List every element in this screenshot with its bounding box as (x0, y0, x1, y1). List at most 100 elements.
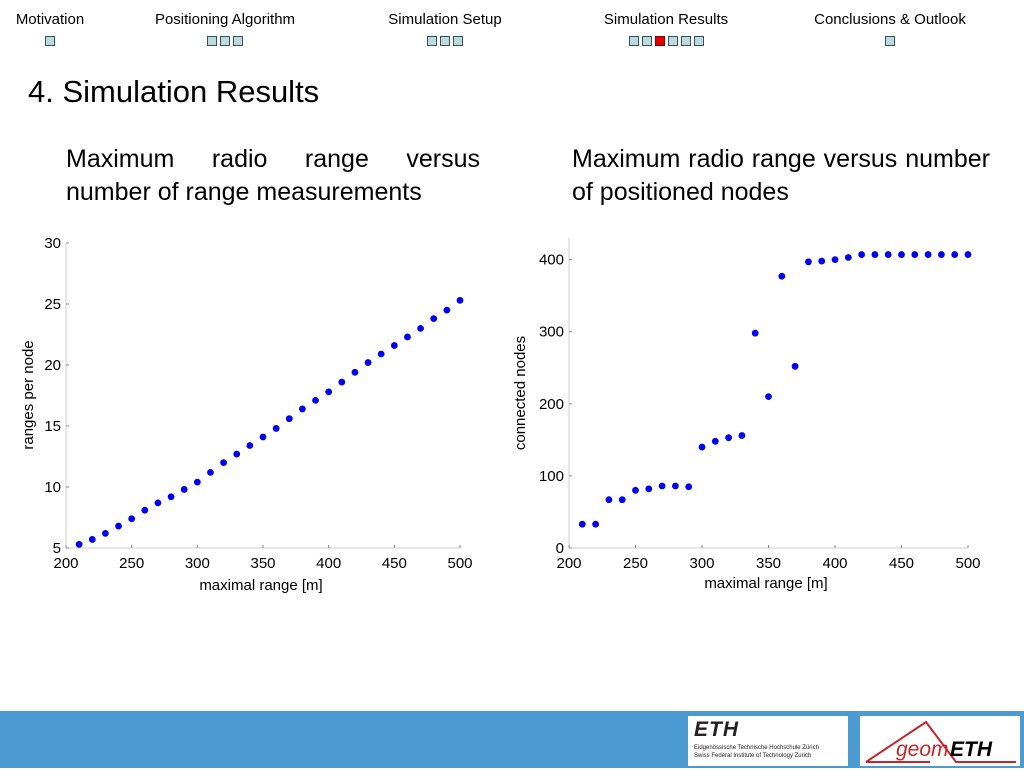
eth-logo-wordmark: ETH (694, 718, 739, 741)
x-tick-label: 300 (185, 555, 210, 572)
data-point (831, 256, 839, 264)
data-point (818, 257, 826, 265)
data-point (578, 520, 586, 528)
data-point (711, 437, 719, 445)
data-point (605, 496, 613, 504)
y-tick-label: 0 (556, 540, 564, 557)
nav-section-conclusions-outlook[interactable]: Conclusions & Outlook (798, 11, 982, 46)
nav-label[interactable]: Simulation Results (603, 11, 729, 28)
data-point (884, 251, 892, 258)
y-tick-label: 5 (53, 540, 61, 557)
y-tick-label: 300 (539, 324, 564, 341)
geometh-logo-graphic: geom ETH (865, 720, 1016, 763)
x-tick-label: 500 (955, 555, 980, 572)
data-point (456, 296, 464, 304)
x-tick-label: 350 (756, 555, 781, 572)
x-axis-label: maximal range [m] (704, 575, 827, 592)
nav-dots (372, 36, 518, 46)
nav-section-simulation-results[interactable]: Simulation Results (588, 11, 744, 46)
y-axis-label: connected nodes (512, 336, 529, 450)
data-point (791, 362, 799, 370)
nav-dot[interactable] (220, 36, 230, 46)
nav-label[interactable]: Conclusions & Outlook (814, 11, 966, 28)
data-point (765, 393, 772, 401)
nav-dot[interactable] (885, 36, 895, 46)
data-point (778, 272, 786, 280)
data-point (938, 251, 945, 258)
y-tick-label: 20 (44, 357, 61, 374)
right-chart-caption: Maximum radio range versus number of pos… (572, 145, 990, 206)
data-point (338, 378, 346, 386)
data-point (632, 486, 639, 494)
nav-section-positioning-algorithm[interactable]: Positioning Algorithm (140, 11, 310, 46)
data-point (207, 468, 214, 476)
data-point (805, 258, 812, 266)
nav-section-motivation[interactable]: Motivation (4, 11, 96, 46)
data-point (725, 434, 732, 442)
data-point (180, 486, 188, 493)
connected-nodes-chart: connected nodes maximal range [m] 200 250… (512, 238, 981, 592)
data-point (299, 405, 306, 413)
nav-dot[interactable] (641, 36, 652, 46)
data-point (898, 251, 905, 258)
data-point (738, 432, 746, 439)
data-point (246, 442, 254, 449)
nav-dot[interactable] (453, 36, 463, 46)
data-point (924, 251, 932, 258)
nav-dot[interactable] (693, 36, 704, 46)
x-tick-label: 350 (250, 555, 275, 572)
data-point (75, 540, 83, 548)
y-axis-label: ranges per node (20, 340, 37, 449)
data-point (154, 499, 162, 507)
data-point (592, 520, 599, 528)
nav-dot[interactable] (207, 36, 217, 46)
nav-dot[interactable] (680, 36, 691, 46)
data-point (430, 315, 438, 323)
nav-dot[interactable] (427, 36, 437, 46)
data-point (911, 251, 919, 258)
nav-dot[interactable] (628, 36, 639, 46)
nav-dot[interactable] (233, 36, 243, 46)
data-point (102, 529, 109, 537)
data-point (390, 342, 398, 349)
x-tick-label: 400 (822, 555, 847, 572)
data-point (128, 515, 136, 523)
x-tick-label: 200 (556, 555, 581, 572)
data-point (312, 396, 319, 404)
data-point (751, 329, 759, 337)
geometh-logo-geom: geom (896, 738, 949, 761)
nav-label[interactable]: Motivation (15, 11, 85, 28)
nav-dot-current[interactable] (654, 36, 665, 46)
eth-subtitle-line-1: Eidgenössische Technische Hochschule Zür… (694, 745, 819, 751)
nav-dots (140, 36, 310, 46)
eth-subtitle-line-2: Swiss Federal Institute of Technology Zu… (694, 753, 812, 759)
nav-dot[interactable] (45, 36, 55, 46)
data-point (193, 478, 201, 486)
geometh-logo: geom ETH (860, 716, 1020, 766)
data-point (964, 251, 972, 258)
nav-dots (798, 36, 982, 46)
y-tick-label: 100 (539, 468, 564, 485)
ranges-per-node-chart: ranges per node maximal range [m] 200 250… (20, 235, 473, 594)
y-tick-label: 400 (539, 252, 564, 269)
x-tick-label: 250 (623, 555, 648, 572)
data-point (443, 306, 451, 314)
data-point (325, 388, 333, 396)
data-point (685, 483, 693, 491)
data-point (698, 443, 706, 451)
nav-label[interactable]: Positioning Algorithm (154, 11, 296, 28)
section-navigation: Motivation Positioning Algorithm Simulat… (0, 0, 1024, 56)
nav-dot[interactable] (667, 36, 678, 46)
nav-section-simulation-setup[interactable]: Simulation Setup (372, 11, 518, 46)
y-tick-label: 25 (44, 296, 61, 313)
nav-dot[interactable] (440, 36, 450, 46)
y-tick-label: 15 (44, 418, 61, 435)
data-point (88, 536, 96, 543)
data-point (672, 482, 679, 490)
data-point (377, 350, 385, 358)
eth-logo: ETH Eidgenössische Technische Hochschule… (688, 716, 848, 766)
footer-bar (0, 711, 1024, 768)
data-point (272, 425, 280, 432)
data-point (233, 450, 241, 458)
nav-label[interactable]: Simulation Setup (388, 11, 502, 28)
